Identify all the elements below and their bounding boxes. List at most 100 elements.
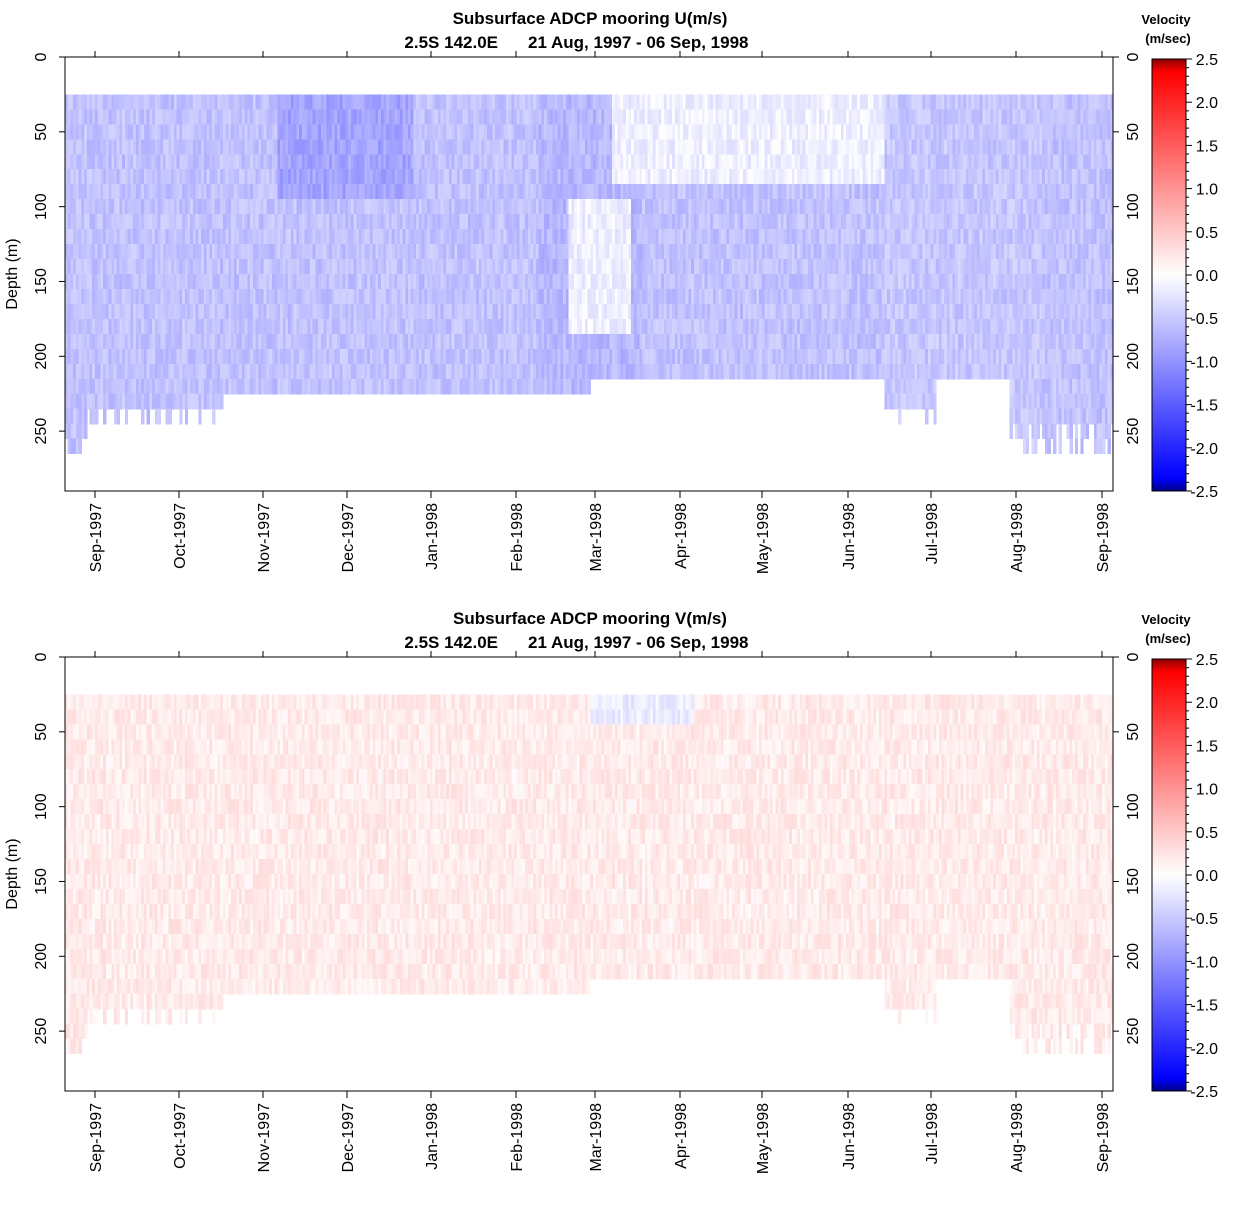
heatmap-cell (146, 333, 150, 350)
heatmap-cell (318, 274, 322, 290)
heatmap-cell (97, 303, 101, 320)
heatmap-cell (103, 94, 107, 110)
heatmap-cell (89, 169, 93, 185)
heatmap-cell (75, 124, 80, 140)
heatmap-cell (236, 109, 240, 125)
heatmap-cell (290, 169, 295, 185)
heatmap-cell (361, 333, 366, 350)
heatmap-cell (350, 184, 355, 200)
heatmap-cell (138, 139, 142, 155)
heatmap-cell (97, 109, 101, 125)
heatmap-cell (173, 348, 178, 365)
heatmap-cell (168, 169, 172, 185)
heatmap-cell (228, 363, 232, 380)
heatmap-cell (65, 303, 69, 320)
heatmap-cell (220, 109, 224, 125)
heatmap-cell (323, 94, 327, 110)
heatmap-cell (168, 348, 172, 365)
heatmap-cell (187, 378, 191, 395)
heatmap-cell (184, 214, 189, 230)
heatmap-cell (86, 229, 91, 245)
heatmap-cell (348, 154, 352, 170)
heatmap-cell (171, 318, 175, 335)
heatmap-cell (141, 124, 145, 140)
heatmap-cell (135, 229, 140, 245)
heatmap-cell (133, 124, 137, 140)
heatmap-cell (187, 199, 191, 215)
heatmap-cell (195, 288, 199, 305)
heatmap-cell (78, 303, 82, 320)
heatmap-cell (290, 274, 295, 290)
heatmap-cell (337, 244, 341, 260)
heatmap-cell (228, 214, 232, 230)
heatmap-cell (312, 244, 317, 260)
heatmap-cell (361, 169, 366, 185)
heatmap-cell (214, 348, 219, 365)
heatmap-cell (168, 199, 172, 215)
heatmap-cell (266, 109, 270, 125)
heatmap-cell (154, 94, 159, 110)
heatmap-cell (70, 139, 74, 155)
heatmap-cell (361, 303, 366, 320)
heatmap-cell (329, 214, 333, 230)
heatmap-cell (312, 318, 317, 335)
heatmap-cell (141, 229, 145, 245)
heatmap-cell (162, 318, 167, 335)
heatmap-cell (195, 378, 199, 395)
heatmap-cell (187, 303, 191, 320)
heatmap-cell (70, 393, 74, 410)
heatmap-cell (122, 318, 126, 335)
heatmap-cell (84, 169, 88, 185)
heatmap-cell (195, 318, 199, 335)
heatmap-cell (162, 348, 167, 365)
heatmap-cell (111, 378, 115, 395)
heatmap-cell (103, 378, 107, 395)
heatmap-cell (320, 333, 325, 350)
heatmap-cell (133, 259, 137, 275)
heatmap-cell (75, 154, 80, 170)
heatmap-cell (247, 378, 251, 395)
heatmap-cell (350, 94, 355, 110)
heatmap-cell (236, 333, 240, 350)
heatmap-cell (258, 184, 262, 200)
heatmap-cell (239, 94, 243, 110)
heatmap-cell (67, 423, 72, 440)
heatmap-cell (326, 184, 330, 200)
heatmap-cell (138, 274, 142, 290)
heatmap-cell (225, 348, 229, 365)
heatmap-cell (146, 378, 150, 395)
heatmap-cell (250, 303, 254, 320)
heatmap-cell (331, 288, 336, 305)
heatmap-cell (92, 333, 96, 350)
heatmap-cell (323, 259, 327, 275)
heatmap-cell (187, 124, 191, 140)
heatmap-cell (258, 229, 262, 245)
heatmap-cell (353, 378, 357, 395)
heatmap-cell (192, 199, 197, 215)
heatmap-cell (250, 154, 254, 170)
heatmap-cell (94, 184, 99, 200)
heatmap-cell (171, 124, 175, 140)
heatmap-cell (111, 154, 115, 170)
heatmap-cell (222, 124, 227, 140)
heatmap-cell (236, 288, 240, 305)
heatmap-cell (152, 139, 156, 155)
heatmap-cell (222, 94, 227, 110)
heatmap-cell (372, 94, 376, 110)
heatmap-cell (108, 348, 112, 365)
heatmap-cell (165, 94, 170, 110)
heatmap-cell (176, 199, 180, 215)
heatmap-cell (293, 288, 297, 305)
heatmap-cell (244, 109, 248, 125)
heatmap-cell (154, 288, 159, 305)
heatmap-cell (141, 169, 145, 185)
heatmap-cell (179, 109, 183, 125)
heatmap-cell (162, 154, 167, 170)
heatmap-cell (184, 199, 189, 215)
heatmap-cell (160, 274, 164, 290)
heatmap-cell (78, 94, 82, 110)
heatmap-cell (220, 303, 224, 320)
heatmap-cell (94, 288, 99, 305)
heatmap-cell (70, 423, 74, 440)
heatmap-cell (258, 94, 262, 110)
